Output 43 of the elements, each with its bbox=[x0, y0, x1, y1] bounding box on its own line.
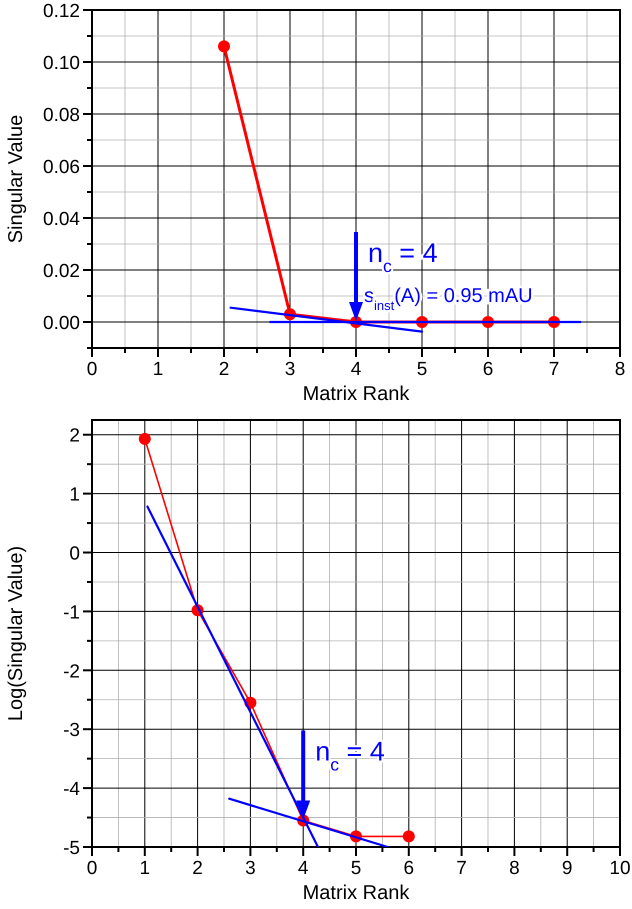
x-tick-label: 6 bbox=[482, 359, 494, 380]
x-tick-label: 8 bbox=[509, 858, 520, 879]
x-tick-label: 7 bbox=[456, 858, 467, 879]
x-tick-label: 4 bbox=[350, 359, 362, 380]
x-tick-label: 2 bbox=[218, 359, 230, 380]
x-tick-label: 1 bbox=[152, 359, 164, 380]
y-tick-label: -1 bbox=[63, 602, 80, 624]
y-tick-label: 0.06 bbox=[43, 157, 80, 178]
x-tick-label: 4 bbox=[298, 858, 309, 879]
x-tick-label: 3 bbox=[245, 858, 256, 879]
x-tick-label: 9 bbox=[562, 858, 572, 879]
x-tick-label: 0 bbox=[86, 858, 98, 879]
x-tick-label: 0 bbox=[86, 359, 98, 380]
y-axis-title: Singular Value bbox=[5, 114, 27, 244]
x-tick-label: 10 bbox=[609, 858, 631, 879]
y-tick-label: 0.04 bbox=[43, 209, 80, 230]
x-tick-label: 2 bbox=[192, 858, 203, 879]
y-tick-label: 1 bbox=[69, 484, 80, 506]
y-tick-label: 0 bbox=[69, 544, 80, 565]
y-tick-label: -4 bbox=[63, 779, 80, 800]
x-tick-label: 5 bbox=[350, 858, 362, 879]
y-tick-label: 0.00 bbox=[43, 313, 80, 334]
x-tick-label: 6 bbox=[404, 858, 414, 879]
y-tick-label: 0.08 bbox=[43, 105, 80, 126]
x-axis-title: Matrix Rank bbox=[302, 882, 410, 904]
annotation: s$_{inst}$(A) = 0.95 mAU bbox=[364, 285, 533, 312]
x-tick-label: 5 bbox=[416, 359, 428, 380]
y-axis-title: Log(Singular Value) bbox=[5, 546, 27, 722]
point bbox=[138, 432, 151, 445]
y-tick-label: 2 bbox=[69, 426, 80, 447]
x-tick-label: 3 bbox=[284, 359, 296, 380]
x-tick-label: 7 bbox=[548, 359, 560, 380]
y-tick-label: 0.10 bbox=[43, 53, 80, 74]
x-tick-label: 1 bbox=[140, 858, 150, 879]
y-tick-label: 0.02 bbox=[43, 261, 80, 282]
x-axis-title: Matrix Rank bbox=[302, 383, 410, 405]
y-tick-label: 0.12 bbox=[43, 1, 80, 22]
point bbox=[218, 40, 230, 52]
x-tick-label: 8 bbox=[614, 359, 626, 380]
y-tick-label: -3 bbox=[63, 720, 80, 742]
y-tick-label: -5 bbox=[63, 838, 80, 859]
y-tick-label: -2 bbox=[63, 661, 80, 682]
point bbox=[402, 830, 415, 842]
